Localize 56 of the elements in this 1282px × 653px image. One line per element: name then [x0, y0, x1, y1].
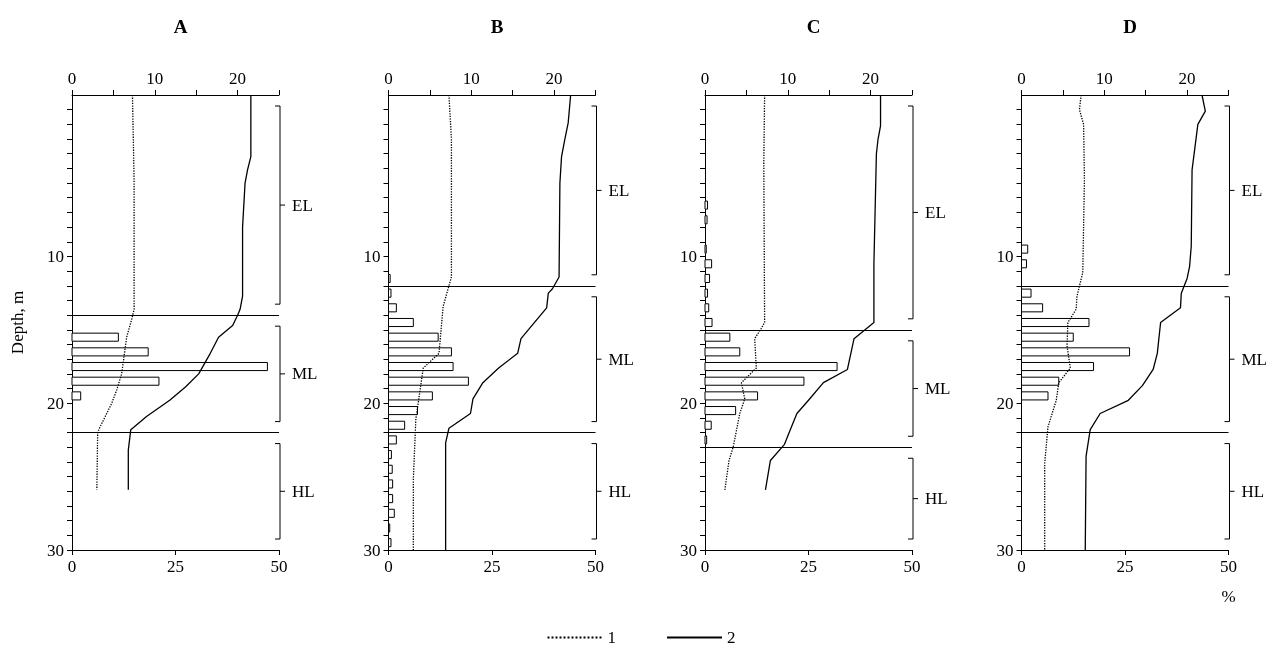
- x2-tick-label: 0: [1017, 69, 1026, 88]
- x2-tick-label: 10: [779, 69, 797, 88]
- x2-tick-label: 10: [1095, 69, 1113, 88]
- y-tick-label: 20: [680, 393, 697, 413]
- y-tick-label: 30: [996, 540, 1014, 560]
- text: EL: [608, 180, 630, 200]
- chart-title: C: [806, 16, 821, 37]
- y-tick-label: 10: [680, 246, 697, 266]
- chart-title: B: [490, 16, 504, 37]
- y-tick-label: 30: [47, 540, 64, 560]
- x-tick-label: 25: [1116, 557, 1134, 576]
- text: HL: [925, 489, 948, 509]
- x-tick-label: 0: [1017, 557, 1026, 576]
- y-tick-label: 30: [363, 540, 381, 560]
- text: HL: [1241, 481, 1265, 501]
- legend-label: 2: [727, 628, 736, 647]
- x2-tick-label: 20: [862, 69, 880, 88]
- x2-tick-label: 0: [700, 69, 710, 88]
- y-tick-label: 20: [47, 393, 64, 413]
- text: ML: [292, 364, 318, 384]
- y-axis-title: Depth, m: [8, 290, 27, 355]
- x-tick-label: 50: [587, 557, 604, 576]
- y-tick-label: 10: [47, 246, 64, 266]
- y-tick-label: 10: [363, 246, 381, 266]
- x-tick-label: 25: [167, 557, 184, 576]
- x2-tick-label: 0: [384, 69, 393, 88]
- text: HL: [292, 481, 315, 501]
- y-tick-label: 10: [996, 246, 1014, 266]
- x2-tick-label: 20: [229, 69, 247, 88]
- x-tick-label: 0: [384, 557, 393, 576]
- text: ML: [608, 349, 634, 369]
- text: ML: [1241, 349, 1267, 369]
- x-axis-title: %: [1221, 587, 1236, 606]
- legend-label: 1: [607, 628, 616, 647]
- text: EL: [1241, 180, 1263, 200]
- chart-title: A: [173, 16, 188, 37]
- y-tick-label: 20: [996, 393, 1014, 413]
- x-tick-label: 0: [700, 557, 710, 576]
- text: HL: [608, 481, 632, 501]
- y-tick-label: 20: [363, 393, 381, 413]
- text: ML: [925, 379, 951, 399]
- chart-title: D: [1123, 16, 1137, 37]
- x-tick-label: 25: [800, 557, 817, 576]
- x-tick-label: 0: [67, 557, 77, 576]
- y-tick-label: 30: [680, 540, 697, 560]
- x2-tick-label: 10: [146, 69, 164, 88]
- text: EL: [292, 195, 313, 215]
- x-tick-label: 50: [270, 557, 288, 576]
- x2-tick-label: 10: [462, 69, 480, 88]
- x2-tick-label: 0: [67, 69, 77, 88]
- x-tick-label: 50: [903, 557, 921, 576]
- x2-tick-label: 20: [1178, 69, 1196, 88]
- x2-tick-label: 20: [545, 69, 563, 88]
- text: EL: [925, 202, 946, 222]
- x-tick-label: 25: [483, 557, 501, 576]
- x-tick-label: 50: [1220, 557, 1237, 576]
